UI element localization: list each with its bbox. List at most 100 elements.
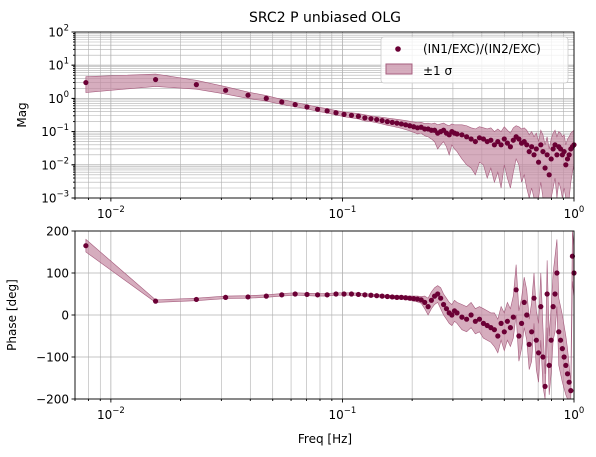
data-point xyxy=(510,314,516,320)
data-point xyxy=(544,291,550,297)
data-point xyxy=(314,292,321,298)
data-point xyxy=(398,294,404,300)
data-point xyxy=(554,152,560,158)
data-point xyxy=(223,87,229,93)
data-point xyxy=(476,135,483,141)
data-point xyxy=(552,291,558,297)
data-point xyxy=(472,138,478,145)
data-point xyxy=(526,341,532,347)
x-tick-label: 10−2 xyxy=(97,406,125,422)
data-point xyxy=(411,296,417,302)
data-point xyxy=(348,112,355,118)
data-point xyxy=(314,106,321,112)
data-point xyxy=(476,316,483,322)
phase-y-axis-label: Phase [deg] xyxy=(5,279,19,351)
data-point xyxy=(435,291,441,297)
legend: (IN1/EXC)/(IN2/EXC) ±1 σ xyxy=(380,36,569,84)
data-point xyxy=(83,243,89,249)
data-point xyxy=(333,110,339,116)
data-point xyxy=(480,320,487,326)
data-point xyxy=(440,301,447,308)
data-point xyxy=(524,142,530,148)
data-point xyxy=(394,294,400,300)
data-point xyxy=(480,136,487,142)
data-point xyxy=(341,111,347,117)
y-tick-label: 100 xyxy=(46,267,69,281)
data-point xyxy=(518,320,525,326)
data-point xyxy=(333,291,339,297)
magnitude-y-axis-label: Mag xyxy=(15,102,29,127)
data-point xyxy=(488,137,494,143)
data-point xyxy=(341,291,347,297)
data-point xyxy=(304,291,310,298)
data-point xyxy=(292,291,298,297)
data-point xyxy=(491,142,497,148)
y-tick-label: −200 xyxy=(36,393,69,407)
data-point xyxy=(468,312,474,318)
data-point xyxy=(566,379,572,385)
data-point xyxy=(507,144,513,150)
data-point xyxy=(544,152,550,158)
data-point xyxy=(540,354,546,360)
data-point xyxy=(459,314,465,320)
data-point xyxy=(561,148,567,155)
y-tick-label: 10−3 xyxy=(41,190,69,206)
data-point xyxy=(559,346,565,352)
data-point xyxy=(498,320,504,326)
data-point xyxy=(245,92,251,98)
data-point xyxy=(550,146,556,152)
data-point xyxy=(521,299,527,305)
data-point xyxy=(504,318,510,324)
legend-box xyxy=(380,36,569,84)
data-point xyxy=(538,142,544,148)
data-point xyxy=(279,99,285,105)
data-point xyxy=(384,293,390,300)
data-point xyxy=(355,291,361,298)
data-point xyxy=(516,136,522,142)
data-point xyxy=(561,354,567,360)
data-point xyxy=(531,152,537,158)
data-point xyxy=(454,310,460,316)
data-point xyxy=(516,333,522,339)
y-tick-label: 10−1 xyxy=(41,123,69,139)
data-point xyxy=(533,146,539,152)
data-point xyxy=(548,156,554,162)
data-point xyxy=(454,131,460,137)
data-point xyxy=(152,76,159,83)
data-point xyxy=(546,362,552,368)
data-point xyxy=(403,122,409,128)
legend-entry-sigma: ±1 σ xyxy=(423,64,453,78)
data-point xyxy=(362,115,368,121)
magnitude-data-points xyxy=(83,76,577,178)
x-tick-label: 100 xyxy=(564,205,585,221)
data-point xyxy=(510,137,516,143)
data-point xyxy=(557,337,564,343)
data-point xyxy=(459,132,465,138)
data-point xyxy=(324,292,330,298)
data-point xyxy=(542,383,548,389)
legend-band-swatch xyxy=(385,63,413,75)
data-point xyxy=(279,292,285,298)
data-point xyxy=(355,113,361,119)
data-point xyxy=(554,270,560,276)
data-point xyxy=(531,295,537,301)
data-point xyxy=(152,298,159,304)
data-point xyxy=(379,293,385,299)
data-point xyxy=(557,146,564,152)
data-point xyxy=(568,388,574,394)
y-tick-label: 200 xyxy=(46,225,69,239)
data-point xyxy=(443,306,450,312)
data-point xyxy=(495,333,501,339)
data-point xyxy=(263,293,269,299)
data-point xyxy=(348,291,355,297)
data-point xyxy=(472,318,478,324)
data-point xyxy=(368,116,374,122)
y-tick-label: 102 xyxy=(48,24,69,40)
data-point xyxy=(495,138,501,145)
data-point xyxy=(556,329,562,335)
data-point xyxy=(304,104,310,110)
data-point xyxy=(564,156,571,162)
data-point xyxy=(507,325,513,331)
data-point xyxy=(368,292,374,298)
y-tick-label: 100 xyxy=(48,90,69,106)
